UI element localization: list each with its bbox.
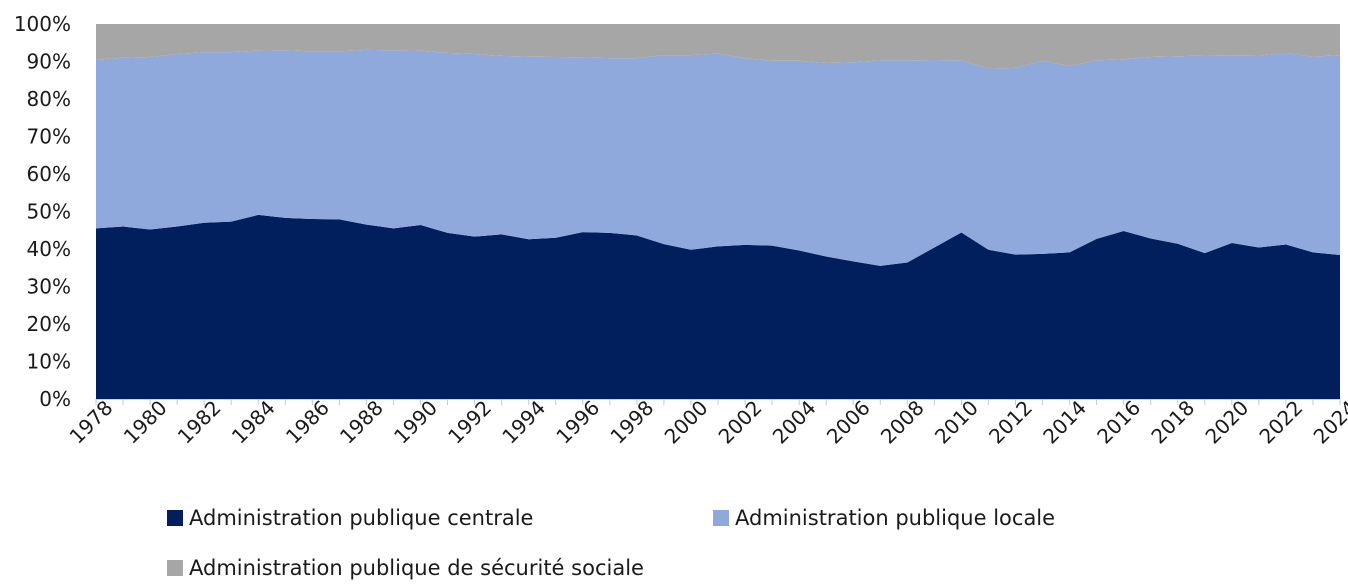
y-tick-label: 20% xyxy=(27,312,71,336)
area-series-1 xyxy=(96,49,1340,266)
x-tick-label: 2024 xyxy=(1309,396,1348,449)
x-tick-label: 1980 xyxy=(119,396,172,449)
legend-label-central: Administration publique centrale xyxy=(189,506,534,530)
y-tick-label: 0% xyxy=(39,387,71,411)
x-tick-label: 2022 xyxy=(1254,396,1307,449)
x-tick-label: 2010 xyxy=(930,396,983,449)
x-tick-label: 2020 xyxy=(1200,396,1253,449)
x-axis: 1978 1980 1982 1984 1986 1988 1990 1992 1994 1996… xyxy=(65,396,1348,449)
legend-swatch-local xyxy=(713,510,729,526)
x-tick-label: 1998 xyxy=(605,396,658,449)
y-axis: 0% 10% 20% 30% 40% 50% 60% 70% 80% 90% 100% xyxy=(14,12,71,411)
x-tick-label: 1984 xyxy=(227,396,280,449)
legend-label-social-security: Administration publique de sécurité soci… xyxy=(189,556,644,580)
legend-item-central: Administration publique centrale xyxy=(167,506,533,530)
areas-layer xyxy=(96,24,1340,399)
x-tick-label: 2016 xyxy=(1092,396,1145,449)
y-tick-label: 80% xyxy=(27,87,71,111)
y-tick-label: 40% xyxy=(27,237,71,261)
x-tick-label: 2002 xyxy=(714,396,767,449)
x-tick-label: 1986 xyxy=(281,396,334,449)
legend-swatch-central xyxy=(167,510,183,526)
y-tick-label: 60% xyxy=(27,162,71,186)
y-tick-label: 50% xyxy=(27,200,71,224)
x-tick-label: 1982 xyxy=(173,396,226,449)
y-tick-label: 100% xyxy=(14,12,71,36)
x-tick-label: 1978 xyxy=(65,396,118,449)
x-tick-label: 1996 xyxy=(551,396,604,449)
y-tick-label: 90% xyxy=(27,50,71,74)
x-tick-label: 1992 xyxy=(443,396,496,449)
legend-swatch-social-security xyxy=(167,560,183,576)
area-series-0 xyxy=(96,214,1340,399)
x-tick-label: 2012 xyxy=(984,396,1037,449)
legend-item-local: Administration publique locale xyxy=(713,506,1055,530)
x-tick-label: 2006 xyxy=(822,396,875,449)
x-tick-label: 2008 xyxy=(876,396,929,449)
x-tick-label: 1994 xyxy=(497,396,550,449)
y-tick-label: 10% xyxy=(27,350,71,374)
x-tick-label: 2018 xyxy=(1146,396,1199,449)
x-tick-label: 1988 xyxy=(335,396,388,449)
y-tick-label: 70% xyxy=(27,125,71,149)
x-tick-label: 2000 xyxy=(660,396,713,449)
area-series-2 xyxy=(96,24,1340,69)
x-tick-label: 1990 xyxy=(389,396,442,449)
x-tick-label: 2014 xyxy=(1038,396,1091,449)
legend-item-social-security: Administration publique de sécurité soci… xyxy=(167,556,644,580)
legend-label-local: Administration publique locale xyxy=(735,506,1056,530)
y-tick-label: 30% xyxy=(27,275,71,299)
x-tick-label: 2004 xyxy=(768,396,821,449)
